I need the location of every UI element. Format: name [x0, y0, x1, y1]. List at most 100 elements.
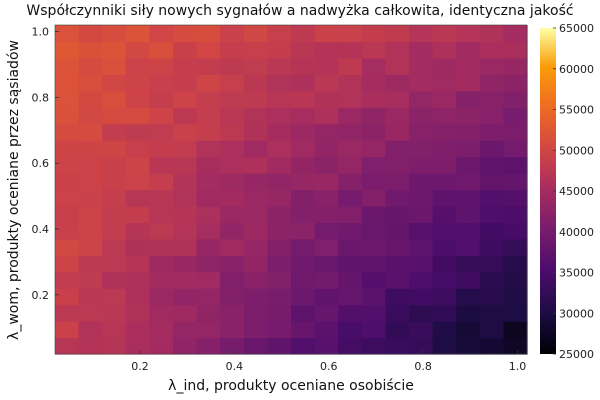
- heatmap-cell: [149, 90, 174, 108]
- colorbar-tick-label: 40000: [559, 226, 594, 239]
- heatmap-cell: [385, 255, 410, 273]
- heatmap-cell: [314, 189, 339, 207]
- heatmap-cell: [338, 222, 363, 240]
- heatmap-cell: [361, 173, 386, 191]
- heatmap-cell: [267, 57, 292, 75]
- heatmap-cell: [361, 74, 386, 92]
- heatmap-cell: [243, 304, 268, 322]
- heatmap-cell: [409, 173, 434, 191]
- heatmap-cell: [503, 222, 528, 240]
- heatmap-cell: [243, 205, 268, 223]
- chart-title: Współczynniki siły nowych sygnałów a nad…: [26, 3, 573, 19]
- heatmap-cell: [291, 123, 316, 141]
- y-tick-label: 0.4: [32, 223, 50, 236]
- colorbar-ticks: 25000 30000 35000 40000 45000 50000 55000 60000…: [553, 22, 594, 361]
- heatmap-cell: [196, 173, 221, 191]
- heatmap-cell: [432, 173, 457, 191]
- heatmap-cell: [267, 222, 292, 240]
- colorbar-tick-label: 55000: [559, 104, 594, 117]
- colorbar: [540, 28, 556, 354]
- heatmap-cell: [291, 238, 316, 256]
- heatmap-cell: [196, 41, 221, 59]
- heatmap-cell: [503, 271, 528, 289]
- heatmap-cell: [243, 123, 268, 141]
- heatmap-cell: [55, 25, 80, 43]
- heatmap-cell: [361, 337, 386, 355]
- heatmap-cell: [409, 156, 434, 174]
- heatmap-cell: [503, 173, 528, 191]
- heatmap-cell: [55, 173, 80, 191]
- heatmap-cell: [125, 255, 150, 273]
- heatmap-cell: [78, 123, 103, 141]
- heatmap-cell: [291, 222, 316, 240]
- heatmap-cell: [267, 173, 292, 191]
- heatmap-cell: [196, 140, 221, 158]
- heatmap-cell: [55, 189, 80, 207]
- heatmap-cell: [78, 90, 103, 108]
- heatmap-cell: [385, 304, 410, 322]
- heatmap-cell: [432, 25, 457, 43]
- heatmap-cell: [291, 25, 316, 43]
- x-tick-label: 0.6: [320, 360, 338, 373]
- heatmap-cell: [338, 107, 363, 125]
- heatmap-cell: [432, 90, 457, 108]
- heatmap-cell: [314, 107, 339, 125]
- heatmap-cell: [220, 321, 245, 339]
- colorbar-tick-label: 30000: [559, 307, 594, 320]
- heatmap-cell: [432, 271, 457, 289]
- heatmap-cell: [55, 57, 80, 75]
- heatmap-cell: [267, 189, 292, 207]
- heatmap-cell: [267, 123, 292, 141]
- heatmap-cell: [314, 205, 339, 223]
- heatmap-cell: [409, 57, 434, 75]
- heatmap-cell: [314, 238, 339, 256]
- heatmap-cell: [338, 337, 363, 355]
- heatmap-cell: [196, 222, 221, 240]
- heatmap-cell: [55, 74, 80, 92]
- heatmap-cell: [125, 74, 150, 92]
- heatmap-cell: [456, 238, 481, 256]
- heatmap-cell: [125, 140, 150, 158]
- heatmap-cell: [267, 337, 292, 355]
- heatmap-cell: [432, 222, 457, 240]
- heatmap-cell: [55, 123, 80, 141]
- heatmap-cell: [102, 41, 127, 59]
- heatmap-cell: [220, 25, 245, 43]
- heatmap-cell: [78, 140, 103, 158]
- heatmap-cell: [173, 41, 198, 59]
- heatmap-cell: [291, 57, 316, 75]
- y-tick-label: 0.6: [32, 157, 50, 170]
- heatmap-cell: [361, 25, 386, 43]
- heatmap-cell: [102, 107, 127, 125]
- heatmap-cell: [220, 156, 245, 174]
- heatmap-cell: [149, 107, 174, 125]
- x-tick-label: 0.2: [131, 360, 149, 373]
- heatmap-cell: [432, 57, 457, 75]
- heatmap-cell: [479, 304, 504, 322]
- heatmap-cell: [409, 255, 434, 273]
- plot-frame: [54, 24, 528, 355]
- heatmap-cell: [432, 288, 457, 306]
- heatmap-cell: [503, 140, 528, 158]
- x-axis-ticks: 0.2 0.4 0.6 0.8 1.0: [131, 350, 526, 373]
- heatmap-cell: [173, 271, 198, 289]
- heatmap-cell: [479, 123, 504, 141]
- heatmap-cell: [338, 255, 363, 273]
- heatmap-cell: [503, 57, 528, 75]
- heatmap-cell: [243, 238, 268, 256]
- heatmap-cell: [314, 337, 339, 355]
- heatmap-cell: [196, 205, 221, 223]
- x-tick-label: 0.4: [226, 360, 244, 373]
- heatmap-cell: [196, 304, 221, 322]
- heatmap-cell: [55, 271, 80, 289]
- heatmap-cell: [78, 271, 103, 289]
- heatmap-cell: [173, 337, 198, 355]
- heatmap-cell: [196, 156, 221, 174]
- heatmap-cell: [196, 107, 221, 125]
- heatmap-cell: [503, 90, 528, 108]
- heatmap-cell: [55, 90, 80, 108]
- heatmap-cell: [196, 189, 221, 207]
- heatmap-cell: [243, 271, 268, 289]
- heatmap-cell: [78, 288, 103, 306]
